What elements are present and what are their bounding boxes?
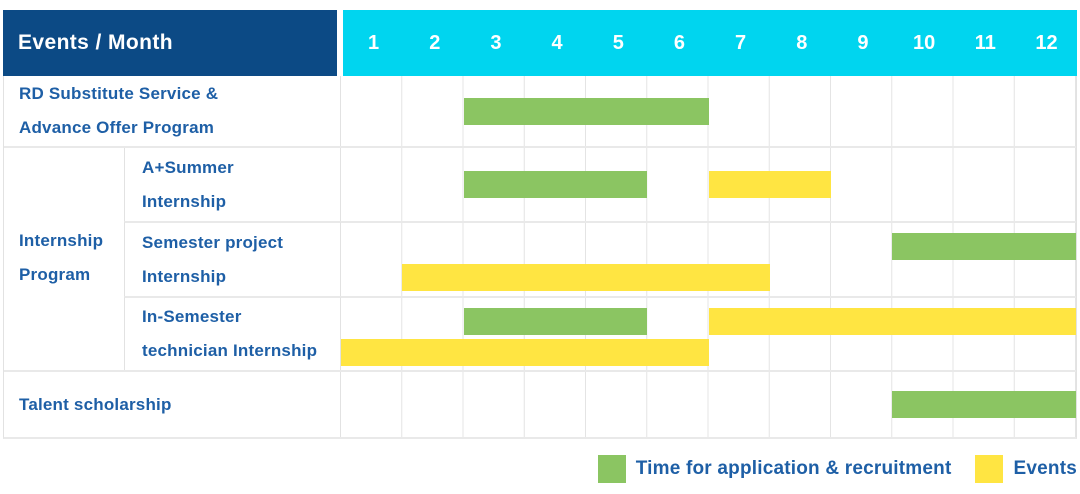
row-label: A+Summer Internship bbox=[124, 148, 341, 221]
bar-application bbox=[463, 171, 648, 198]
month-label-1: 1 bbox=[368, 31, 380, 54]
bar-application bbox=[463, 97, 709, 125]
table-row: Semester project Internship bbox=[4, 221, 1076, 296]
table-row: In-Semester technician Internship bbox=[4, 296, 1076, 370]
bar-event bbox=[708, 171, 831, 198]
row-label: Talent scholarship bbox=[4, 372, 341, 437]
bar-event bbox=[341, 339, 709, 366]
month-label-6: 6 bbox=[673, 31, 685, 54]
bar-application bbox=[892, 233, 1076, 260]
month-grid-cell bbox=[341, 372, 1076, 437]
row-label-line: RD Substitute Service & bbox=[19, 84, 219, 103]
schedule-table: Events / Month 1 2 3 4 5 6 7 8 9 10 11 12 RD Substi… bbox=[3, 10, 1077, 439]
month-grid-cell bbox=[341, 221, 1076, 296]
group-label-internship-program: Internship Program bbox=[4, 146, 124, 370]
legend-swatch-event bbox=[975, 455, 1004, 483]
row-label-line: In-Semester bbox=[142, 307, 242, 326]
table-body: RD Substitute Service & Advance Offer Pro… bbox=[3, 76, 1077, 439]
row-label-line: Talent scholarship bbox=[19, 394, 172, 414]
table-row: A+Summer Internship bbox=[4, 146, 1076, 221]
group-label-line: Internship bbox=[19, 231, 104, 250]
month-label-12: 12 bbox=[1035, 31, 1058, 54]
month-label-11: 11 bbox=[974, 31, 996, 54]
row-label: RD Substitute Service & Advance Offer Pro… bbox=[4, 76, 341, 146]
bar-event bbox=[402, 264, 770, 291]
legend-item-event: Events bbox=[975, 455, 1077, 483]
row-label: Semester project Internship bbox=[124, 221, 341, 296]
month-label-10: 10 bbox=[913, 31, 936, 54]
legend-label: Events bbox=[1013, 458, 1077, 479]
row-label-line: Internship bbox=[142, 191, 227, 211]
row-label: In-Semester technician Internship bbox=[124, 296, 341, 370]
table-row: RD Substitute Service & Advance Offer Pro… bbox=[4, 76, 1076, 146]
legend-swatch-application bbox=[597, 455, 626, 483]
header-divider-gap bbox=[337, 10, 343, 76]
month-grid-cell bbox=[341, 76, 1076, 146]
month-label-9: 9 bbox=[857, 31, 869, 54]
month-label-7: 7 bbox=[735, 31, 747, 54]
bar-event bbox=[708, 308, 1076, 335]
events-month-header-cell: Events / Month bbox=[3, 10, 337, 76]
month-label-3: 3 bbox=[490, 31, 502, 54]
bar-application bbox=[463, 308, 648, 335]
bar-application bbox=[892, 391, 1076, 418]
table-row: Talent scholarship bbox=[4, 370, 1076, 437]
row-label-line: Advance Offer Program bbox=[19, 118, 215, 137]
month-grid-cell bbox=[341, 148, 1076, 221]
row-label-line: Semester project bbox=[142, 232, 284, 252]
legend-label: Time for application & recruitment bbox=[635, 458, 952, 479]
legend-item-application: Time for application & recruitment bbox=[597, 455, 952, 483]
month-grid-cell bbox=[341, 296, 1076, 370]
row-label-line: A+Summer bbox=[142, 157, 234, 177]
group-label-line: Program bbox=[19, 265, 91, 284]
legend: Time for application & recruitment Events bbox=[597, 455, 1077, 483]
month-label-8: 8 bbox=[796, 31, 808, 54]
row-label-line: technician Internship bbox=[142, 341, 318, 360]
table-header-row: Events / Month 1 2 3 4 5 6 7 8 9 10 11 12 bbox=[3, 10, 1077, 76]
month-header-strip: 1 2 3 4 5 6 7 8 9 10 11 12 bbox=[343, 10, 1077, 76]
month-label-4: 4 bbox=[551, 31, 563, 54]
month-label-5: 5 bbox=[612, 31, 624, 54]
row-label-line: Internship bbox=[142, 266, 227, 286]
month-label-2: 2 bbox=[429, 31, 441, 54]
